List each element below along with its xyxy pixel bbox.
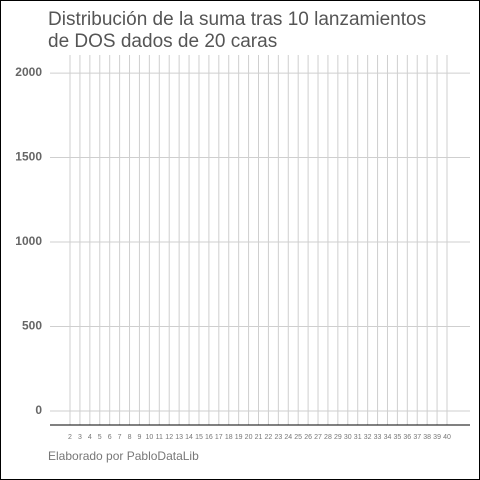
x-tick-label: 11 xyxy=(156,434,163,441)
x-tick-label: 26 xyxy=(304,434,312,441)
x-tick-label: 40 xyxy=(443,434,451,441)
x-tick-label: 21 xyxy=(255,434,263,441)
x-tick-label: 18 xyxy=(225,434,233,441)
x-tick-label: 5 xyxy=(98,434,102,441)
x-tick-label: 15 xyxy=(195,434,203,441)
x-tick-label: 8 xyxy=(128,434,132,441)
x-tick-label: 30 xyxy=(344,434,352,441)
x-tick-label: 4 xyxy=(88,434,92,441)
y-tick-label: 0 xyxy=(35,403,42,417)
y-tick-label: 2000 xyxy=(15,65,42,79)
x-tick-label: 36 xyxy=(403,434,411,441)
x-tick-label: 16 xyxy=(205,434,213,441)
x-tick-label: 23 xyxy=(274,434,282,441)
x-tick-label: 27 xyxy=(314,434,322,441)
x-tick-label: 32 xyxy=(364,434,372,441)
x-tick-label: 33 xyxy=(374,434,382,441)
chart-title: Distribución de la suma tras 10 lanzamie… xyxy=(48,9,426,30)
x-tick-label: 28 xyxy=(324,434,332,441)
y-tick-label: 1000 xyxy=(15,234,42,248)
x-tick-label: 22 xyxy=(265,434,273,441)
x-tick-label: 3 xyxy=(78,434,82,441)
x-tick-label: 2 xyxy=(68,434,72,441)
x-tick-label: 14 xyxy=(185,434,193,441)
x-tick-label: 9 xyxy=(137,434,141,441)
x-tick-label: 34 xyxy=(384,434,392,441)
x-tick-label: 29 xyxy=(334,434,342,441)
x-tick-label: 25 xyxy=(294,434,302,441)
chart-title: de DOS dados de 20 caras xyxy=(48,31,277,52)
x-tick-label: 13 xyxy=(175,434,183,441)
x-tick-label: 24 xyxy=(284,434,292,441)
x-tick-label: 39 xyxy=(433,434,441,441)
x-tick-label: 12 xyxy=(165,434,173,441)
x-tick-label: 20 xyxy=(245,434,253,441)
x-tick-label: 17 xyxy=(215,434,223,441)
x-tick-label: 19 xyxy=(235,434,243,441)
x-tick-label: 37 xyxy=(413,434,421,441)
x-tick-label: 31 xyxy=(354,434,362,441)
y-tick-label: 500 xyxy=(22,319,42,333)
x-tick-label: 6 xyxy=(108,434,112,441)
x-tick-label: 7 xyxy=(118,434,122,441)
x-tick-label: 35 xyxy=(393,434,401,441)
caption: Elaborado por PabloDataLib xyxy=(48,449,199,463)
x-tick-label: 38 xyxy=(423,434,431,441)
y-tick-label: 1500 xyxy=(15,150,42,164)
x-tick-label: 10 xyxy=(145,434,153,441)
